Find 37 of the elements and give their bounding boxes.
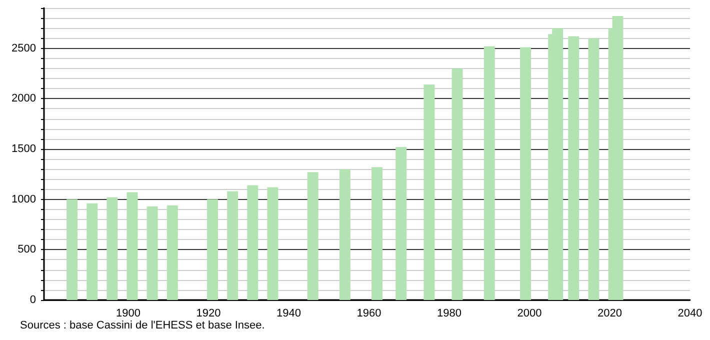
- bar: [146, 206, 158, 300]
- bar: [568, 36, 580, 300]
- y-tick-label: 2500: [12, 42, 36, 54]
- x-tick-label: 1940: [276, 308, 301, 320]
- x-tick-label: 1900: [116, 308, 141, 320]
- bar: [372, 167, 383, 300]
- x-tick-label: 1920: [196, 308, 221, 320]
- x-tick-label: 2040: [678, 308, 702, 320]
- y-tick-label: 2000: [12, 92, 36, 105]
- bar: [520, 47, 531, 300]
- bar: [588, 38, 600, 300]
- bar: [552, 28, 564, 300]
- bar: [247, 185, 258, 300]
- x-tick-label: 2020: [598, 308, 622, 320]
- bar: [484, 46, 495, 300]
- bar: [396, 146, 407, 300]
- bar: [307, 172, 318, 300]
- bar: [86, 203, 98, 300]
- bar: [166, 205, 178, 300]
- y-tick-label: 0: [30, 294, 36, 306]
- y-tick-label: 1500: [12, 142, 36, 155]
- x-tick-label: 2000: [517, 308, 542, 320]
- x-tick-label: 1980: [437, 308, 462, 320]
- y-tick-label: 1000: [12, 193, 36, 206]
- bar: [612, 16, 624, 300]
- bar: [207, 199, 218, 300]
- bar: [227, 191, 238, 300]
- bar: [452, 68, 463, 300]
- bar: [126, 192, 138, 300]
- bar: [339, 169, 350, 300]
- y-tick-label: 500: [18, 244, 36, 256]
- x-tick-label: 1960: [356, 308, 382, 320]
- source-note: Sources : base Cassini de l'EHESS et base Insee.: [20, 320, 265, 332]
- bar: [106, 197, 118, 300]
- bar: [267, 187, 278, 300]
- bar: [66, 199, 78, 300]
- bar: [424, 84, 435, 300]
